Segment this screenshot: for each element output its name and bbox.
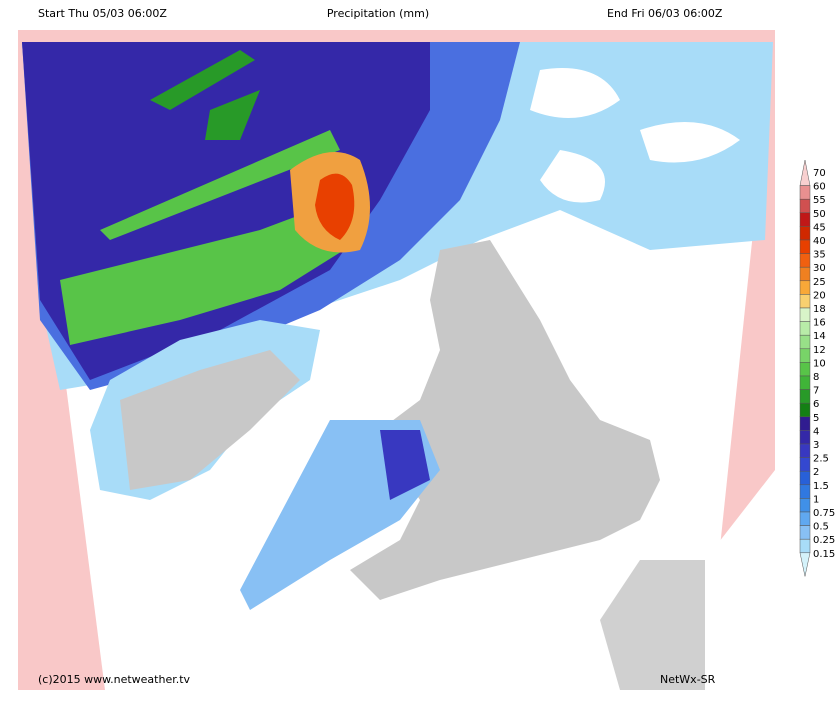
rain-red xyxy=(315,173,355,240)
legend-label: 6 xyxy=(813,399,819,410)
legend-label: 1 xyxy=(813,494,819,505)
legend-label: 20 xyxy=(813,290,826,301)
legend-swatch xyxy=(799,266,811,282)
legend-swatch xyxy=(799,226,811,241)
legend-label: 18 xyxy=(813,304,826,315)
legend-label: 7 xyxy=(813,386,819,397)
legend-label: 12 xyxy=(813,345,826,356)
map xyxy=(18,30,775,690)
legend-label: 70 xyxy=(813,168,826,179)
legend-swatch xyxy=(799,239,811,254)
legend-swatch xyxy=(799,470,811,486)
legend-swatch xyxy=(799,457,811,472)
land-britain xyxy=(350,240,660,600)
legend-label: 4 xyxy=(813,426,819,437)
model-name: NetWx-SR xyxy=(660,673,716,686)
legend-label: 3 xyxy=(813,440,819,451)
land-france xyxy=(600,560,705,690)
legend-label: 50 xyxy=(813,209,826,220)
legend-swatch xyxy=(799,525,811,540)
legend-swatch xyxy=(799,321,811,336)
legend-label: 45 xyxy=(813,222,826,233)
legend-label: 2.5 xyxy=(813,454,829,465)
legend-label: 5 xyxy=(813,413,819,424)
legend-swatch xyxy=(799,198,811,214)
copyright: (c)2015 www.netweather.tv xyxy=(38,673,191,686)
legend-swatch xyxy=(799,375,811,390)
legend-label: 0.5 xyxy=(813,522,829,533)
rain-band-green xyxy=(60,200,360,345)
end-time: End Fri 06/03 06:00Z xyxy=(607,7,723,20)
legend-swatch xyxy=(799,389,811,404)
clear-patch xyxy=(530,68,740,203)
land-ireland xyxy=(120,350,300,490)
rain-band-green xyxy=(100,130,340,240)
start-time: Start Thu 05/03 06:00Z xyxy=(38,7,167,20)
legend-swatch xyxy=(799,334,811,350)
legend-label: 0.25 xyxy=(813,535,835,546)
legend-label: 2 xyxy=(813,467,819,478)
legend-label: 0.15 xyxy=(813,549,835,560)
legend-label: 16 xyxy=(813,318,826,329)
legend-label: 10 xyxy=(813,358,826,369)
legend-swatch xyxy=(799,212,811,227)
legend-swatch xyxy=(799,484,811,499)
legend-swatch xyxy=(799,552,811,577)
legend-swatch xyxy=(799,307,811,322)
legend-label: 0.75 xyxy=(813,508,835,519)
map-corner xyxy=(705,470,775,690)
legend-label: 1.5 xyxy=(813,481,829,492)
legend-swatch xyxy=(799,185,811,200)
legend-label: 25 xyxy=(813,277,826,288)
legend-label: 14 xyxy=(813,331,826,342)
legend-label: 55 xyxy=(813,195,826,206)
rain-band-green xyxy=(150,50,260,140)
map-title: Precipitation (mm) xyxy=(327,7,429,20)
legend-swatch xyxy=(799,430,811,445)
legend-swatch xyxy=(799,402,811,418)
legend-label: 60 xyxy=(813,182,826,193)
legend-label: 8 xyxy=(813,372,819,383)
legend-swatch xyxy=(799,362,811,377)
legend-swatch xyxy=(799,538,811,554)
legend-label: 40 xyxy=(813,236,826,247)
legend-swatch xyxy=(799,280,811,295)
legend-swatch xyxy=(799,498,811,513)
legend-swatch xyxy=(799,443,811,458)
legend-swatch xyxy=(799,511,811,526)
legend: 70 60 55 50 45 40 35 30 25 20 18 16 14 12 10 8 7 6 5 4 3 2.5 2… xyxy=(799,159,835,577)
legend-label: 30 xyxy=(813,263,826,274)
legend-swatch xyxy=(799,416,811,431)
legend-swatch xyxy=(799,294,811,309)
rain-band-blue xyxy=(380,430,430,500)
legend-swatch xyxy=(799,348,811,363)
legend-label: 35 xyxy=(813,250,826,261)
legend-swatch xyxy=(799,253,811,268)
